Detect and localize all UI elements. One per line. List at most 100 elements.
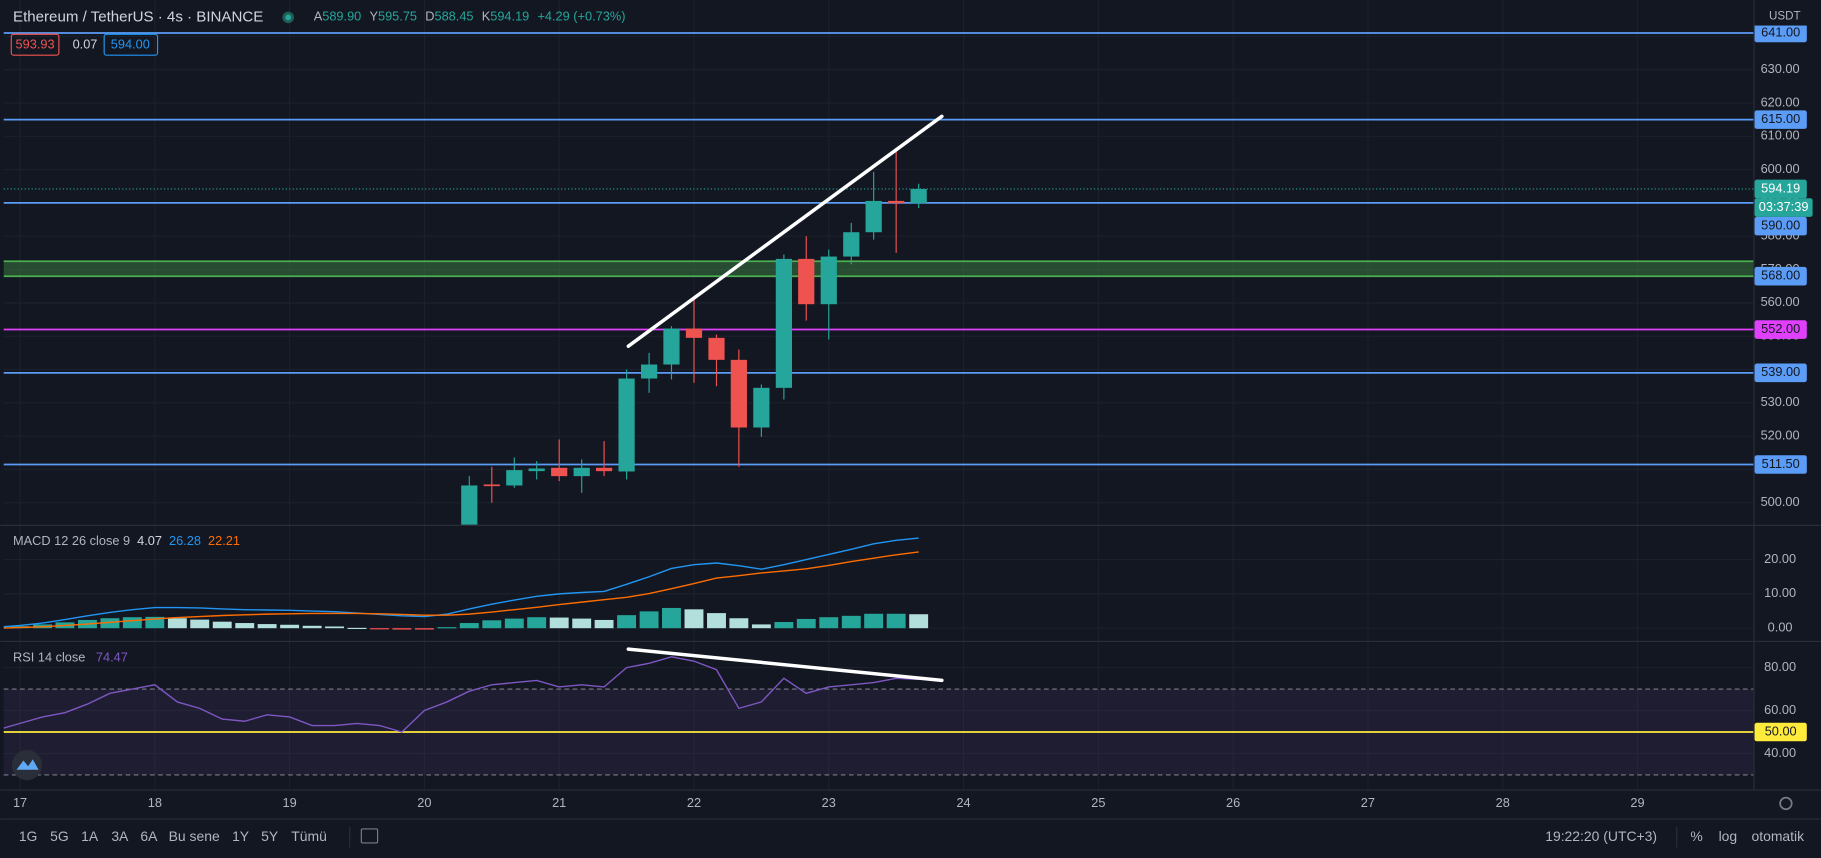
ohlc-value: 595.75 xyxy=(378,9,417,24)
badges: 594.19 03:37:39 568.00 641.00 615.00 590.00 55… xyxy=(1754,23,1813,742)
histogram-bar xyxy=(414,628,434,630)
level-badge-bg xyxy=(1754,722,1807,742)
histogram-bar xyxy=(639,611,659,629)
candle-body xyxy=(910,188,927,204)
level-badge: 552.00 xyxy=(1761,321,1800,336)
range-button[interactable]: 1A xyxy=(81,828,99,844)
level-badge: 590.00 xyxy=(1761,217,1800,232)
range-button[interactable]: Bu sene xyxy=(169,828,220,844)
histogram-bar xyxy=(909,614,929,629)
settings-icon[interactable] xyxy=(1779,796,1793,811)
histogram-bar xyxy=(347,627,367,630)
histogram-bar xyxy=(482,620,502,629)
range-button[interactable]: 1G xyxy=(19,828,38,844)
histogram-bar xyxy=(662,607,681,629)
ohlc-prefix: D xyxy=(425,9,434,24)
ohlc-prefix: A xyxy=(314,9,323,24)
macd-signal-value: 22.21 xyxy=(208,534,240,549)
y-tick-label: 600.00 xyxy=(1761,161,1800,176)
range-button[interactable]: Tümü xyxy=(291,828,327,844)
log-toggle[interactable]: log xyxy=(1719,828,1738,844)
histogram-bar xyxy=(504,618,524,629)
histogram-bar xyxy=(437,627,457,629)
candle-body xyxy=(618,378,635,472)
auto-toggle[interactable]: otomatik xyxy=(1751,828,1804,844)
rsi-title: RSI 14 close xyxy=(13,650,85,665)
level-badge: 641.00 xyxy=(1761,24,1800,39)
level-badge-bg xyxy=(1754,110,1807,129)
histogram-bar xyxy=(280,624,300,629)
macd-title: MACD 12 26 close 9 xyxy=(13,534,130,549)
candle-body xyxy=(730,359,747,428)
histogram-bar xyxy=(122,617,142,629)
macd-line xyxy=(3,537,919,628)
last-price-badge-bg xyxy=(1754,179,1807,199)
candle-body xyxy=(888,200,905,204)
trend-line xyxy=(626,647,944,683)
histogram-bar xyxy=(459,623,479,629)
candle-body xyxy=(506,470,523,486)
macd-legend: MACD 12 26 close 9 4.07 26.28 22.21 xyxy=(13,534,240,549)
macd-line xyxy=(3,551,919,629)
ohlc-prefix: K xyxy=(482,9,491,24)
histogram-bar xyxy=(212,621,232,629)
candle-body xyxy=(820,256,837,305)
toolbar: 1G 5G 1A 3A 6A Bu sene 1Y 5Y Tümü xyxy=(19,828,327,844)
level-badge-bg xyxy=(1754,216,1807,236)
candle-body xyxy=(461,485,478,525)
range-button[interactable]: 5G xyxy=(50,828,69,844)
histogram-bar xyxy=(707,613,726,629)
spread: 0.07 xyxy=(73,37,98,52)
x-tick-label: 29 xyxy=(1630,795,1644,810)
status-dot-core xyxy=(285,14,292,21)
range-button[interactable]: 5Y xyxy=(261,828,278,844)
histogram-bar xyxy=(145,616,165,629)
percent-toggle[interactable]: % xyxy=(1690,828,1702,844)
histogram-bar xyxy=(325,626,344,629)
histogram-bar xyxy=(190,619,210,629)
candle-body xyxy=(640,364,658,379)
x-tick-label: 28 xyxy=(1496,795,1510,810)
x-tick-label: 18 xyxy=(148,795,162,810)
histogram-bar xyxy=(549,617,569,629)
y-tick-label: 620.00 xyxy=(1761,94,1800,109)
ohlc-value: 589.90 xyxy=(322,9,361,24)
x-tick-label: 26 xyxy=(1226,795,1240,810)
range-button[interactable]: 6A xyxy=(140,828,158,844)
histogram-bar xyxy=(257,624,277,629)
x-tick-label: 25 xyxy=(1091,795,1105,810)
histogram-bar xyxy=(774,622,794,629)
logo-icon[interactable] xyxy=(16,759,39,770)
currency-box xyxy=(1754,0,1821,26)
symbol-title: Ethereum / TetherUS · 4s · BINANCE xyxy=(13,8,263,25)
candle-body xyxy=(663,328,680,365)
histogram-bar xyxy=(617,615,637,629)
candle-body xyxy=(753,387,770,428)
y-tick-label: 560.00 xyxy=(1761,294,1800,309)
range-button[interactable]: 1Y xyxy=(232,828,249,844)
macd-line-value: 26.28 xyxy=(169,534,201,549)
histogram-bar xyxy=(594,619,614,629)
histogram-bar xyxy=(235,623,255,629)
date-range-icon[interactable] xyxy=(360,828,379,844)
y-tick-label: 520.00 xyxy=(1761,428,1800,443)
y-tick-label: 500.00 xyxy=(1761,494,1800,509)
candle-body xyxy=(865,200,882,233)
x-tick-label: 19 xyxy=(283,795,297,810)
x-tick-label: 20 xyxy=(417,795,431,810)
ohlc: A589.90 Y595.75 D588.45 K594.19 +4.29 (+… xyxy=(314,9,626,24)
sell-box[interactable] xyxy=(10,33,60,56)
level-badge-bg xyxy=(1754,320,1807,339)
range-button[interactable]: 3A xyxy=(111,828,129,844)
level-badge: 50.00 xyxy=(1765,723,1797,738)
y-tick-label: 40.00 xyxy=(1764,745,1796,760)
rsi-line xyxy=(3,656,919,733)
x-tick-label: 23 xyxy=(822,795,836,810)
rsi-legend: RSI 14 close 74.47 xyxy=(13,650,128,665)
sell-price[interactable]: 593.93 xyxy=(16,37,55,52)
buy-price[interactable]: 594.00 xyxy=(111,37,150,52)
y-tick-label: 20.00 xyxy=(1764,551,1796,566)
macd-histogram-value: 4.07 xyxy=(137,534,162,549)
buy-box[interactable] xyxy=(103,33,159,56)
